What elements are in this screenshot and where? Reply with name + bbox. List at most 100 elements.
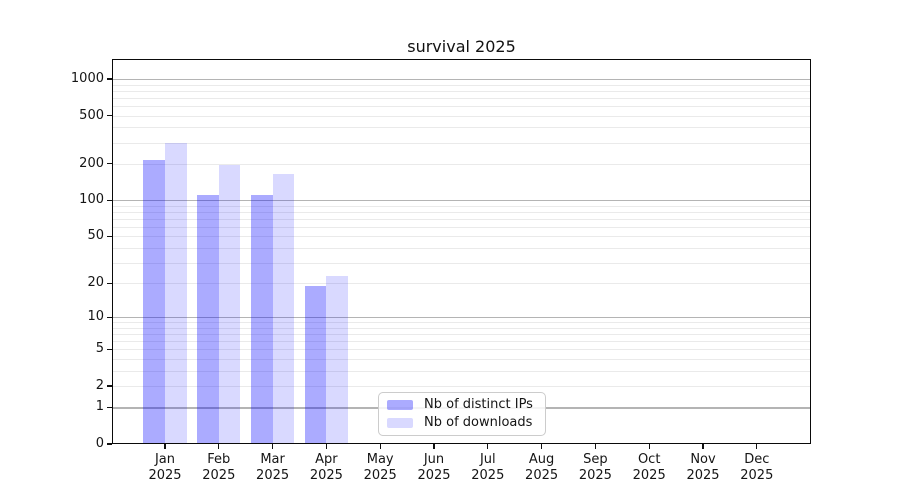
- gridline-minor-y900: [112, 84, 811, 86]
- xtick-month: Dec: [744, 452, 770, 467]
- gridline-minor-y8: [112, 327, 811, 329]
- gridline-minor-y80: [112, 211, 811, 213]
- gridline-minor-y6: [112, 341, 811, 343]
- gridline-major-y10: [112, 317, 811, 319]
- xtick-month: Oct: [637, 452, 661, 467]
- xtick-label-jan-2025: Jan 2025: [120, 452, 210, 484]
- gridline-minor-y4: [112, 359, 811, 360]
- xtick-label-jul-2025: Jul 2025: [443, 452, 533, 484]
- ytick-mark-y100: [107, 199, 112, 201]
- xtick-mark-nov: [702, 444, 704, 449]
- xtick-month: May: [366, 452, 394, 467]
- ytick-label-y200: 200: [79, 155, 104, 171]
- xtick-month: Feb: [207, 452, 231, 467]
- ytick-mark-y20: [107, 282, 112, 284]
- xtick-year: 2025: [256, 468, 290, 483]
- gridline-minor-y2: [112, 386, 811, 387]
- xtick-year: 2025: [740, 468, 774, 483]
- xtick-label-apr-2025: Apr 2025: [281, 452, 371, 484]
- gridline-minor-y7: [112, 334, 811, 336]
- xtick-month: Aug: [528, 452, 555, 467]
- bar-distinct-ips-mar: [251, 194, 273, 444]
- legend-item-downloads: Nb of downloads: [387, 415, 537, 431]
- xtick-year: 2025: [417, 468, 451, 483]
- gridline-minor-y600: [112, 106, 811, 107]
- xtick-year: 2025: [363, 468, 397, 483]
- bar-distinct-ips-jan: [143, 160, 165, 444]
- xtick-mark-jan: [164, 444, 166, 449]
- xtick-mark-jun: [433, 444, 435, 449]
- gridline-minor-y70: [112, 218, 811, 220]
- xtick-year: 2025: [309, 468, 343, 483]
- ytick-mark-y5: [107, 348, 112, 350]
- xtick-label-may-2025: May 2025: [335, 452, 425, 484]
- xtick-label-dec-2025: Dec 2025: [712, 452, 802, 484]
- gridline-minor-y50: [112, 236, 811, 238]
- xtick-year: 2025: [632, 468, 666, 483]
- xtick-label-jun-2025: Jun 2025: [389, 452, 479, 484]
- chart-title: survival 2025: [407, 37, 516, 56]
- xtick-mark-jul: [487, 444, 489, 449]
- bar-distinct-ips-apr: [304, 285, 327, 444]
- gridline-minor-y9: [112, 322, 811, 324]
- xtick-label-mar-2025: Mar 2025: [228, 452, 318, 484]
- ytick-mark-y1: [107, 406, 112, 408]
- xtick-label-oct-2025: Oct 2025: [604, 452, 694, 484]
- ytick-label-y20: 20: [87, 275, 104, 291]
- gridline-minor-y5: [112, 349, 811, 351]
- bar-distinct-ips-feb: [197, 194, 219, 444]
- bar-downloads-feb: [218, 164, 241, 444]
- xtick-month: Jan: [154, 452, 176, 467]
- xtick-mark-sep: [594, 444, 596, 449]
- ytick-label-y0: 0: [95, 436, 104, 451]
- legend: Nb of distinct IPs Nb of downloads: [378, 392, 546, 436]
- bar-downloads-mar: [272, 173, 295, 444]
- xtick-label-nov-2025: Nov 2025: [658, 452, 748, 484]
- gridline-minor-y700: [112, 97, 811, 99]
- ytick-label-y500: 500: [79, 107, 104, 123]
- gridline-minor-y400: [112, 127, 811, 129]
- xtick-label-sep-2025: Sep 2025: [550, 452, 640, 484]
- legend-swatch-distinct-ips-icon: [387, 400, 413, 410]
- xtick-mark-may: [379, 444, 381, 449]
- ytick-mark-y500: [107, 115, 112, 117]
- gridline-minor-y60: [112, 226, 811, 228]
- ytick-label-y2: 2: [95, 378, 104, 393]
- ytick-label-y1: 1: [95, 399, 104, 415]
- gridline-minor-y3: [112, 370, 811, 372]
- legend-swatch-downloads-icon: [387, 418, 413, 428]
- gridline-minor-y800: [112, 90, 811, 92]
- gridline-minor-y500: [112, 115, 811, 117]
- ytick-label-y10: 10: [87, 309, 104, 325]
- xtick-mark-feb: [218, 444, 220, 449]
- xtick-mark-aug: [541, 444, 543, 449]
- gridline-minor-y300: [112, 142, 811, 144]
- gridline-minor-y40: [112, 247, 811, 249]
- xtick-month: Jun: [423, 452, 445, 467]
- xtick-mark-apr: [325, 444, 327, 449]
- xtick-year: 2025: [578, 468, 612, 483]
- plot-area: [112, 59, 811, 444]
- xtick-month: Apr: [315, 452, 338, 467]
- xtick-mark-dec: [756, 444, 758, 449]
- ytick-label-y100: 100: [79, 192, 104, 208]
- gridline-minor-y20: [112, 283, 811, 285]
- xtick-year: 2025: [148, 468, 182, 483]
- ytick-mark-y10: [107, 316, 112, 318]
- xtick-year: 2025: [525, 468, 559, 483]
- ytick-mark-y200: [107, 163, 112, 165]
- xtick-month: Sep: [583, 452, 608, 467]
- gridline-major-y1000: [112, 79, 811, 81]
- gridline-minor-y200: [112, 163, 811, 165]
- gridline-minor-y90: [112, 205, 811, 207]
- ytick-mark-y50: [107, 235, 112, 237]
- ytick-label-y1000: 1000: [70, 71, 104, 86]
- xtick-label-feb-2025: Feb 2025: [174, 452, 264, 484]
- ytick-mark-y0: [107, 443, 112, 445]
- ytick-label-y5: 5: [95, 341, 104, 357]
- xtick-mark-mar: [272, 444, 274, 449]
- xtick-year: 2025: [202, 468, 236, 483]
- xtick-label-aug-2025: Aug 2025: [497, 452, 587, 484]
- gridline-minor-y30: [112, 262, 811, 264]
